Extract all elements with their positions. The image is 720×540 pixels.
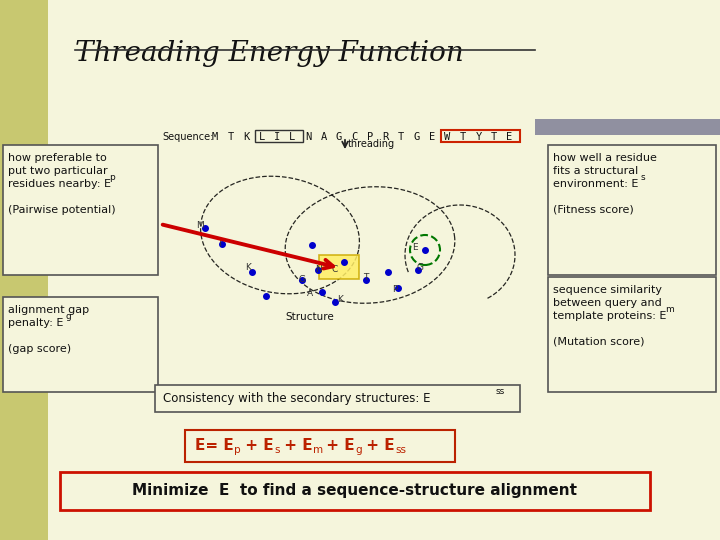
Text: R: R bbox=[382, 132, 389, 142]
Text: (Fitness score): (Fitness score) bbox=[553, 205, 634, 215]
Text: T: T bbox=[364, 273, 369, 282]
Text: p: p bbox=[234, 445, 240, 455]
Text: Y: Y bbox=[475, 132, 482, 142]
Text: M: M bbox=[196, 220, 204, 230]
Text: W: W bbox=[444, 132, 451, 142]
Text: E: E bbox=[412, 244, 418, 253]
Bar bbox=[254, 130, 303, 142]
Text: ss: ss bbox=[395, 445, 406, 455]
Text: T: T bbox=[398, 132, 404, 142]
Text: s: s bbox=[274, 445, 279, 455]
FancyBboxPatch shape bbox=[548, 277, 716, 392]
Text: P: P bbox=[392, 286, 397, 294]
Text: I: I bbox=[274, 132, 280, 142]
Text: threading: threading bbox=[348, 139, 395, 149]
Text: penalty: E: penalty: E bbox=[8, 318, 63, 328]
Text: K: K bbox=[245, 264, 251, 273]
Text: Structure: Structure bbox=[286, 312, 334, 322]
Text: A: A bbox=[320, 132, 327, 142]
Text: E: E bbox=[429, 132, 435, 142]
Text: how preferable to: how preferable to bbox=[8, 153, 107, 163]
Text: G: G bbox=[416, 264, 423, 273]
Text: Minimize  E  to find a sequence-structure alignment: Minimize E to find a sequence-structure … bbox=[132, 483, 577, 498]
FancyBboxPatch shape bbox=[3, 297, 158, 392]
Text: (gap score): (gap score) bbox=[8, 344, 71, 354]
Text: L: L bbox=[258, 132, 265, 142]
Text: G: G bbox=[413, 132, 420, 142]
Text: (Mutation score): (Mutation score) bbox=[553, 337, 644, 347]
Text: g: g bbox=[65, 312, 71, 321]
FancyBboxPatch shape bbox=[319, 255, 359, 279]
FancyBboxPatch shape bbox=[155, 385, 520, 412]
Text: residues nearby: E: residues nearby: E bbox=[8, 179, 111, 189]
Text: T: T bbox=[491, 132, 497, 142]
Text: sequence similarity: sequence similarity bbox=[553, 285, 662, 295]
Text: ss: ss bbox=[496, 387, 505, 396]
FancyBboxPatch shape bbox=[60, 472, 650, 510]
Text: Threading Energy Function: Threading Energy Function bbox=[75, 40, 464, 67]
Text: C: C bbox=[332, 266, 338, 274]
Text: T: T bbox=[228, 132, 233, 142]
Text: + E: + E bbox=[240, 438, 274, 454]
Text: + E: + E bbox=[321, 438, 355, 454]
Text: put two particular: put two particular bbox=[8, 166, 107, 176]
Text: K: K bbox=[337, 295, 343, 305]
Text: G: G bbox=[299, 275, 305, 285]
Text: fits a structural: fits a structural bbox=[553, 166, 638, 176]
Text: how well a residue: how well a residue bbox=[553, 153, 657, 163]
Text: m: m bbox=[313, 445, 323, 455]
Text: + E: + E bbox=[279, 438, 312, 454]
Text: m: m bbox=[665, 305, 674, 314]
FancyBboxPatch shape bbox=[185, 430, 455, 462]
Text: N: N bbox=[305, 132, 311, 142]
Text: E: E bbox=[506, 132, 513, 142]
Text: T: T bbox=[217, 240, 222, 248]
Text: M: M bbox=[212, 132, 218, 142]
Text: G: G bbox=[336, 132, 342, 142]
Text: p: p bbox=[109, 173, 114, 182]
Text: between query and: between query and bbox=[553, 298, 662, 308]
Text: environment: E: environment: E bbox=[553, 179, 639, 189]
FancyBboxPatch shape bbox=[3, 145, 158, 275]
Text: Sequence:: Sequence: bbox=[162, 132, 213, 142]
Text: C: C bbox=[351, 132, 358, 142]
Text: A: A bbox=[307, 289, 313, 299]
Bar bbox=[535, 119, 720, 135]
Text: K: K bbox=[243, 132, 249, 142]
Text: Consistency with the secondary structures: E: Consistency with the secondary structure… bbox=[163, 392, 431, 405]
Bar bbox=[441, 130, 520, 142]
Text: alignment gap: alignment gap bbox=[8, 305, 89, 315]
Text: L: L bbox=[289, 132, 296, 142]
Text: s: s bbox=[641, 173, 646, 182]
Text: T: T bbox=[460, 132, 466, 142]
Text: P: P bbox=[367, 132, 373, 142]
Text: g: g bbox=[355, 445, 361, 455]
FancyBboxPatch shape bbox=[548, 145, 716, 275]
Text: (Pairwise potential): (Pairwise potential) bbox=[8, 205, 116, 215]
Bar bbox=[0, 0, 48, 540]
Text: template proteins: E: template proteins: E bbox=[553, 311, 667, 321]
Text: E= E: E= E bbox=[195, 438, 234, 454]
Text: + E: + E bbox=[361, 438, 395, 454]
Text: N: N bbox=[315, 265, 321, 273]
